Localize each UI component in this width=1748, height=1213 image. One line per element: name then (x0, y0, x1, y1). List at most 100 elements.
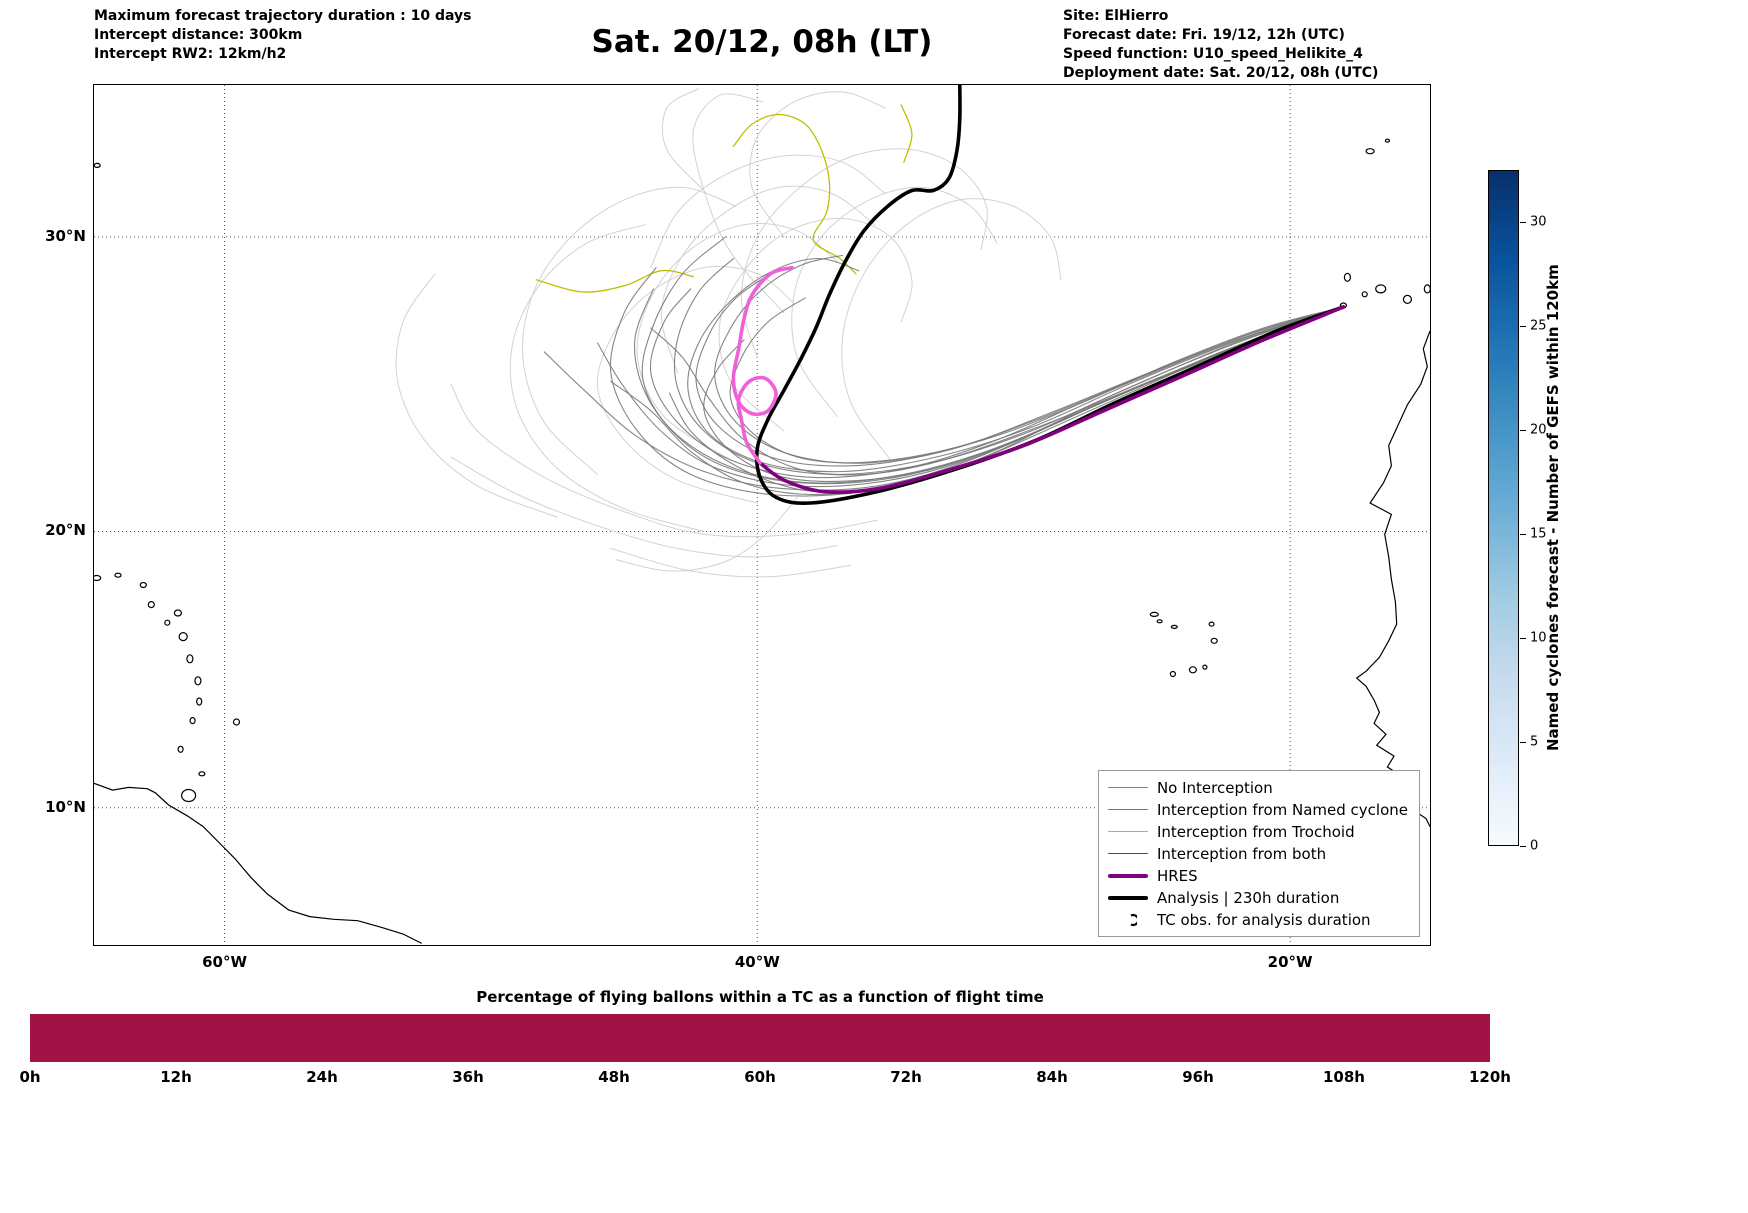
lon-tick-label: 40°W (734, 953, 780, 971)
trajectory-no-interception-faded (650, 154, 886, 269)
hour-tick-label: 120h (1469, 1068, 1511, 1086)
island (1375, 284, 1387, 294)
legend-item-label: HRES (1156, 866, 1198, 885)
colorbar-tick-label: 15 (1530, 526, 1547, 542)
island (164, 619, 171, 626)
trajectory-no-interception (668, 306, 1344, 493)
header-right: Site: ElHierro Forecast date: Fri. 19/12… (1063, 7, 1378, 83)
legend-line (1107, 895, 1148, 900)
island (178, 631, 188, 642)
lon-tick-label: 60°W (202, 953, 247, 971)
island (139, 581, 147, 589)
trajectory-no-interception-faded (660, 185, 876, 373)
trajectory-no-interception-faded (841, 198, 1062, 461)
hour-tick-label: 24h (306, 1068, 338, 1086)
hour-tick-label: 48h (598, 1068, 630, 1086)
trajectory-no-interception-faded (749, 91, 886, 238)
legend-line (1107, 830, 1148, 833)
island (1361, 291, 1368, 298)
island (94, 162, 101, 168)
island (196, 697, 203, 706)
hour-tick-label: 60h (744, 1068, 776, 1086)
hour-tick-label: 96h (1182, 1068, 1214, 1086)
island (1188, 666, 1198, 674)
island (198, 771, 206, 777)
legend-item: TC obs. for analysis duration (1108, 910, 1408, 929)
trajectory-no-interception-faded (450, 456, 838, 558)
trajectory-no-interception (687, 257, 1344, 473)
trajectory-trochoid-interception (900, 104, 913, 163)
legend-item-label: TC obs. for analysis duration (1156, 910, 1371, 929)
colorbar (1488, 170, 1519, 846)
page-title: Sat. 20/12, 08h (LT) (591, 24, 933, 60)
trajectory-hres (758, 305, 1346, 495)
hour-tick-label: 72h (890, 1068, 922, 1086)
tc-obs-symbol (1108, 912, 1148, 928)
header-left-line-1: Maximum forecast trajectory duration : 1… (94, 8, 472, 24)
trajectory-map: No Interception Interception from Named c… (93, 84, 1431, 946)
legend-item: No Interception (1107, 778, 1408, 797)
trajectory-hres-extension (731, 265, 794, 465)
trajectory-no-interception (649, 288, 1344, 479)
legend-line-swatch (1107, 786, 1148, 789)
trajectory-no-interception (610, 306, 1344, 496)
legend-line-swatch (1107, 808, 1148, 811)
island (1365, 148, 1375, 155)
header-right-line-1: Site: ElHierro (1063, 8, 1169, 24)
trajectory-no-interception (543, 306, 1344, 491)
legend-item: Interception from Named cyclone (1107, 800, 1408, 819)
hour-tick-label: 84h (1036, 1068, 1068, 1086)
header-left: Maximum forecast trajectory duration : 1… (94, 7, 471, 64)
legend-line-swatch (1107, 830, 1148, 833)
legend-item-label: Interception from Trochoid (1156, 822, 1355, 841)
map-legend: No Interception Interception from Named c… (1097, 770, 1420, 937)
island (1384, 138, 1391, 143)
colorbar-tick-label: 25 (1530, 318, 1547, 334)
legend-item: Analysis | 230h duration (1107, 888, 1408, 907)
header-right-line-3: Speed function: U10_speed_Helikite_4 (1063, 46, 1363, 62)
legend-line-swatch (1107, 873, 1148, 878)
trajectory-no-interception (673, 257, 1344, 475)
trajectory-no-interception-faded (395, 273, 558, 518)
colorbar-tick (1520, 742, 1526, 743)
island (1423, 284, 1430, 294)
header-left-line-2: Intercept distance: 300km (94, 27, 303, 43)
island (1402, 294, 1413, 304)
legend-item-label: No Interception (1156, 778, 1273, 797)
colorbar-tick-label: 0 (1530, 838, 1539, 854)
bottom-chart-title: Percentage of flying ballons within a TC… (476, 988, 1044, 1006)
colorbar-tick-label: 20 (1530, 422, 1547, 438)
island (94, 574, 102, 582)
colorbar-tick-label: 30 (1530, 214, 1547, 230)
legend-item: Interception from Trochoid (1107, 822, 1408, 841)
colorbar-tick (1520, 534, 1526, 535)
trajectory-no-interception-faded (450, 383, 878, 538)
trajectory-no-interception-faded (661, 88, 705, 191)
lat-tick-label: 10°N (45, 797, 86, 816)
trajectory-no-interception-faded (740, 148, 988, 359)
trajectory-no-interception-faded (610, 548, 852, 578)
lat-tick-label: 30°N (45, 227, 86, 246)
legend-line (1107, 852, 1148, 855)
island (1210, 637, 1218, 644)
island (1208, 621, 1215, 627)
header-left-line-3: Intercept RW2: 12km/h2 (94, 46, 287, 62)
colorbar-tick-label: 5 (1530, 734, 1539, 750)
legend-line (1107, 873, 1148, 878)
island (189, 716, 196, 725)
trajectory-analysis (754, 85, 1346, 506)
island (232, 718, 241, 726)
legend-item-label: Interception from Named cyclone (1156, 800, 1408, 819)
island (177, 745, 184, 753)
island (114, 572, 122, 578)
island (1149, 611, 1159, 618)
trajectory-trochoid-interception (535, 269, 695, 293)
island (1169, 670, 1177, 678)
island (180, 788, 197, 803)
hour-tick-label: 36h (452, 1068, 484, 1086)
trajectory-no-interception-faded (509, 224, 705, 532)
colorbar-tick (1520, 638, 1526, 639)
trajectory-no-interception-faded (596, 265, 796, 504)
island (1156, 619, 1163, 624)
